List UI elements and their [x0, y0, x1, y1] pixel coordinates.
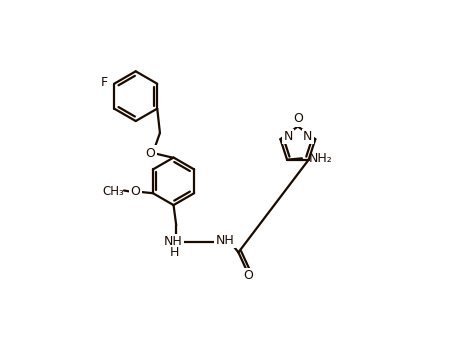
Text: O: O: [242, 270, 252, 283]
Text: NH₂: NH₂: [308, 152, 331, 165]
Text: O: O: [145, 147, 155, 160]
Text: H: H: [170, 246, 179, 259]
Text: CH₃: CH₃: [102, 185, 124, 198]
Text: NH: NH: [164, 235, 183, 248]
Text: NH: NH: [215, 234, 234, 247]
Text: O: O: [292, 112, 302, 125]
Text: F: F: [100, 76, 107, 89]
Text: N: N: [283, 130, 292, 143]
Text: N: N: [303, 130, 312, 143]
Text: O: O: [130, 185, 140, 198]
